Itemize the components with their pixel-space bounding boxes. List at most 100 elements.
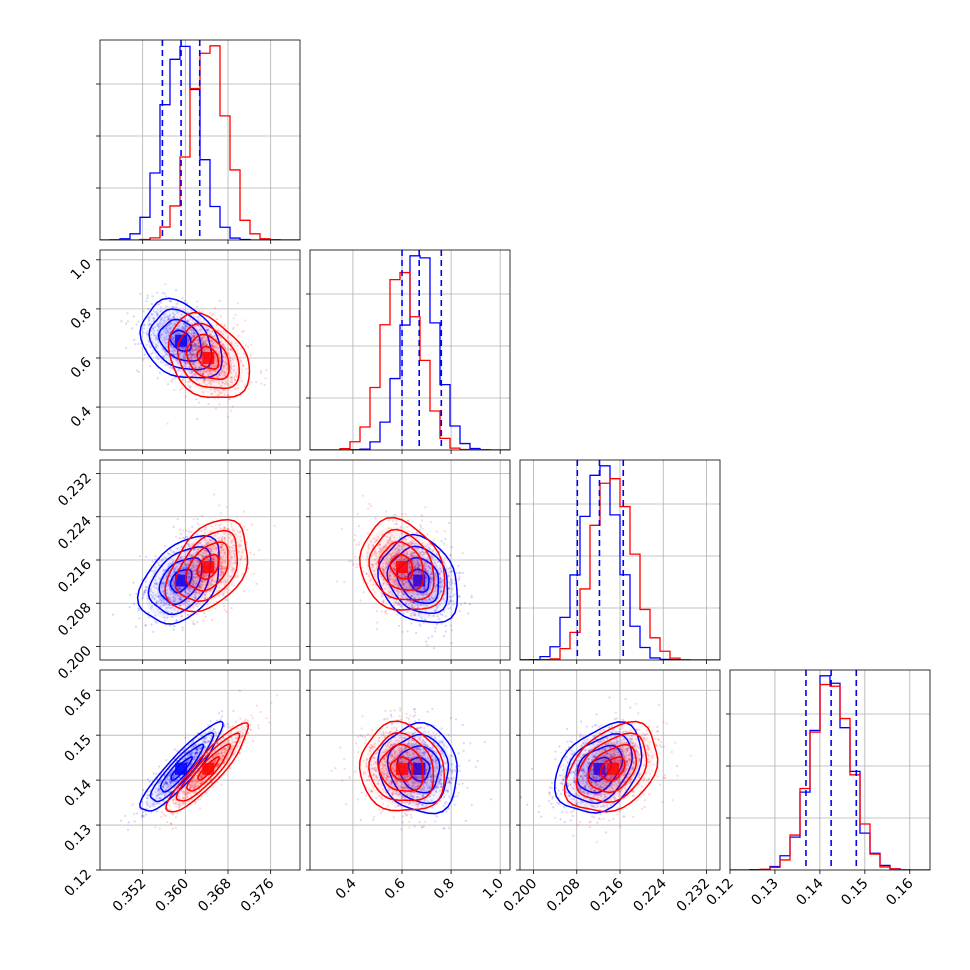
sample-point xyxy=(417,566,420,569)
sample-point xyxy=(154,582,157,585)
sample-point xyxy=(232,568,235,572)
sample-point xyxy=(396,551,399,554)
sample-point xyxy=(188,369,191,372)
sample-point xyxy=(432,647,436,650)
sample-point xyxy=(231,540,234,543)
sample-point xyxy=(403,552,406,556)
sample-point xyxy=(228,348,231,351)
sample-point xyxy=(394,578,397,581)
sample-point xyxy=(201,584,204,587)
sample-point xyxy=(167,317,170,320)
sample-point xyxy=(191,370,194,373)
sample-point xyxy=(163,616,166,619)
sample-point xyxy=(195,575,198,579)
sample-point xyxy=(198,747,201,751)
sample-point xyxy=(200,776,203,779)
sample-point xyxy=(157,782,161,785)
sample-point xyxy=(406,610,409,614)
sample-point xyxy=(418,528,422,532)
sample-point xyxy=(228,589,231,592)
sample-point xyxy=(214,546,217,549)
sample-point xyxy=(153,582,157,585)
sample-point xyxy=(231,381,234,384)
sample-point xyxy=(211,370,215,373)
sample-point xyxy=(168,774,171,777)
sample-point xyxy=(394,580,397,583)
sample-point xyxy=(241,330,244,333)
sample-point xyxy=(158,802,161,805)
contour-line-1 xyxy=(164,518,249,613)
sample-point xyxy=(169,327,172,330)
sample-point xyxy=(381,595,384,598)
sample-point xyxy=(394,562,397,565)
sample-point xyxy=(391,593,394,596)
sample-point xyxy=(369,540,372,543)
sample-point xyxy=(171,562,174,565)
sample-point xyxy=(180,326,183,329)
sample-point xyxy=(179,352,182,355)
sample-point xyxy=(184,299,187,302)
sample-point xyxy=(209,580,212,583)
sample-point xyxy=(417,605,420,608)
sample-point xyxy=(399,526,402,529)
sample-point xyxy=(407,603,410,606)
sample-point xyxy=(242,732,245,735)
sample-point xyxy=(162,589,165,592)
sample-point xyxy=(166,329,169,332)
sample-point xyxy=(170,784,173,787)
sample-point xyxy=(193,755,196,758)
sample-point xyxy=(219,556,222,559)
sample-point xyxy=(191,353,194,356)
sample-point xyxy=(190,356,193,359)
sample-point xyxy=(438,567,441,570)
sample-point xyxy=(390,540,394,543)
sample-point xyxy=(185,760,188,763)
sample-point xyxy=(428,547,432,551)
sample-point xyxy=(164,352,167,355)
sample-point xyxy=(210,339,213,343)
sample-point xyxy=(197,341,200,344)
sample-point xyxy=(169,773,172,776)
sample-point xyxy=(163,592,166,595)
sample-point xyxy=(400,573,403,577)
sample-point xyxy=(381,567,384,570)
sample-point xyxy=(186,559,189,563)
sample-point xyxy=(192,344,195,347)
sample-point xyxy=(197,346,200,349)
sample-point xyxy=(367,547,370,550)
sample-point xyxy=(168,552,171,556)
sample-point xyxy=(202,379,206,382)
sample-point xyxy=(222,594,225,597)
sample-point xyxy=(191,563,194,566)
sample-point xyxy=(411,604,414,607)
sample-point xyxy=(192,548,195,552)
sample-point xyxy=(171,349,174,352)
sample-point xyxy=(393,581,396,584)
contour-line-0 xyxy=(386,545,449,614)
sample-point xyxy=(179,354,182,357)
sample-point xyxy=(174,780,177,783)
sample-point xyxy=(145,588,148,591)
sample-point xyxy=(205,371,208,374)
sample-point xyxy=(458,575,461,578)
sample-point xyxy=(234,562,237,565)
sample-point xyxy=(190,353,193,356)
sample-point xyxy=(159,306,162,309)
sample-point xyxy=(188,545,191,548)
sample-point xyxy=(395,581,398,584)
sample-point xyxy=(392,567,395,570)
sample-point xyxy=(154,569,157,572)
contour-line-1 xyxy=(359,516,446,611)
sample-point xyxy=(146,794,149,797)
sample-point xyxy=(149,590,152,593)
sample-point xyxy=(189,567,192,570)
sample-point xyxy=(171,592,174,595)
sample-point xyxy=(415,592,418,595)
sample-point xyxy=(223,536,226,539)
sample-point xyxy=(409,586,412,589)
sample-point xyxy=(180,346,183,349)
sample-point xyxy=(373,558,377,561)
sample-point xyxy=(202,581,205,584)
sample-point xyxy=(157,303,161,306)
sample-point xyxy=(184,325,187,328)
